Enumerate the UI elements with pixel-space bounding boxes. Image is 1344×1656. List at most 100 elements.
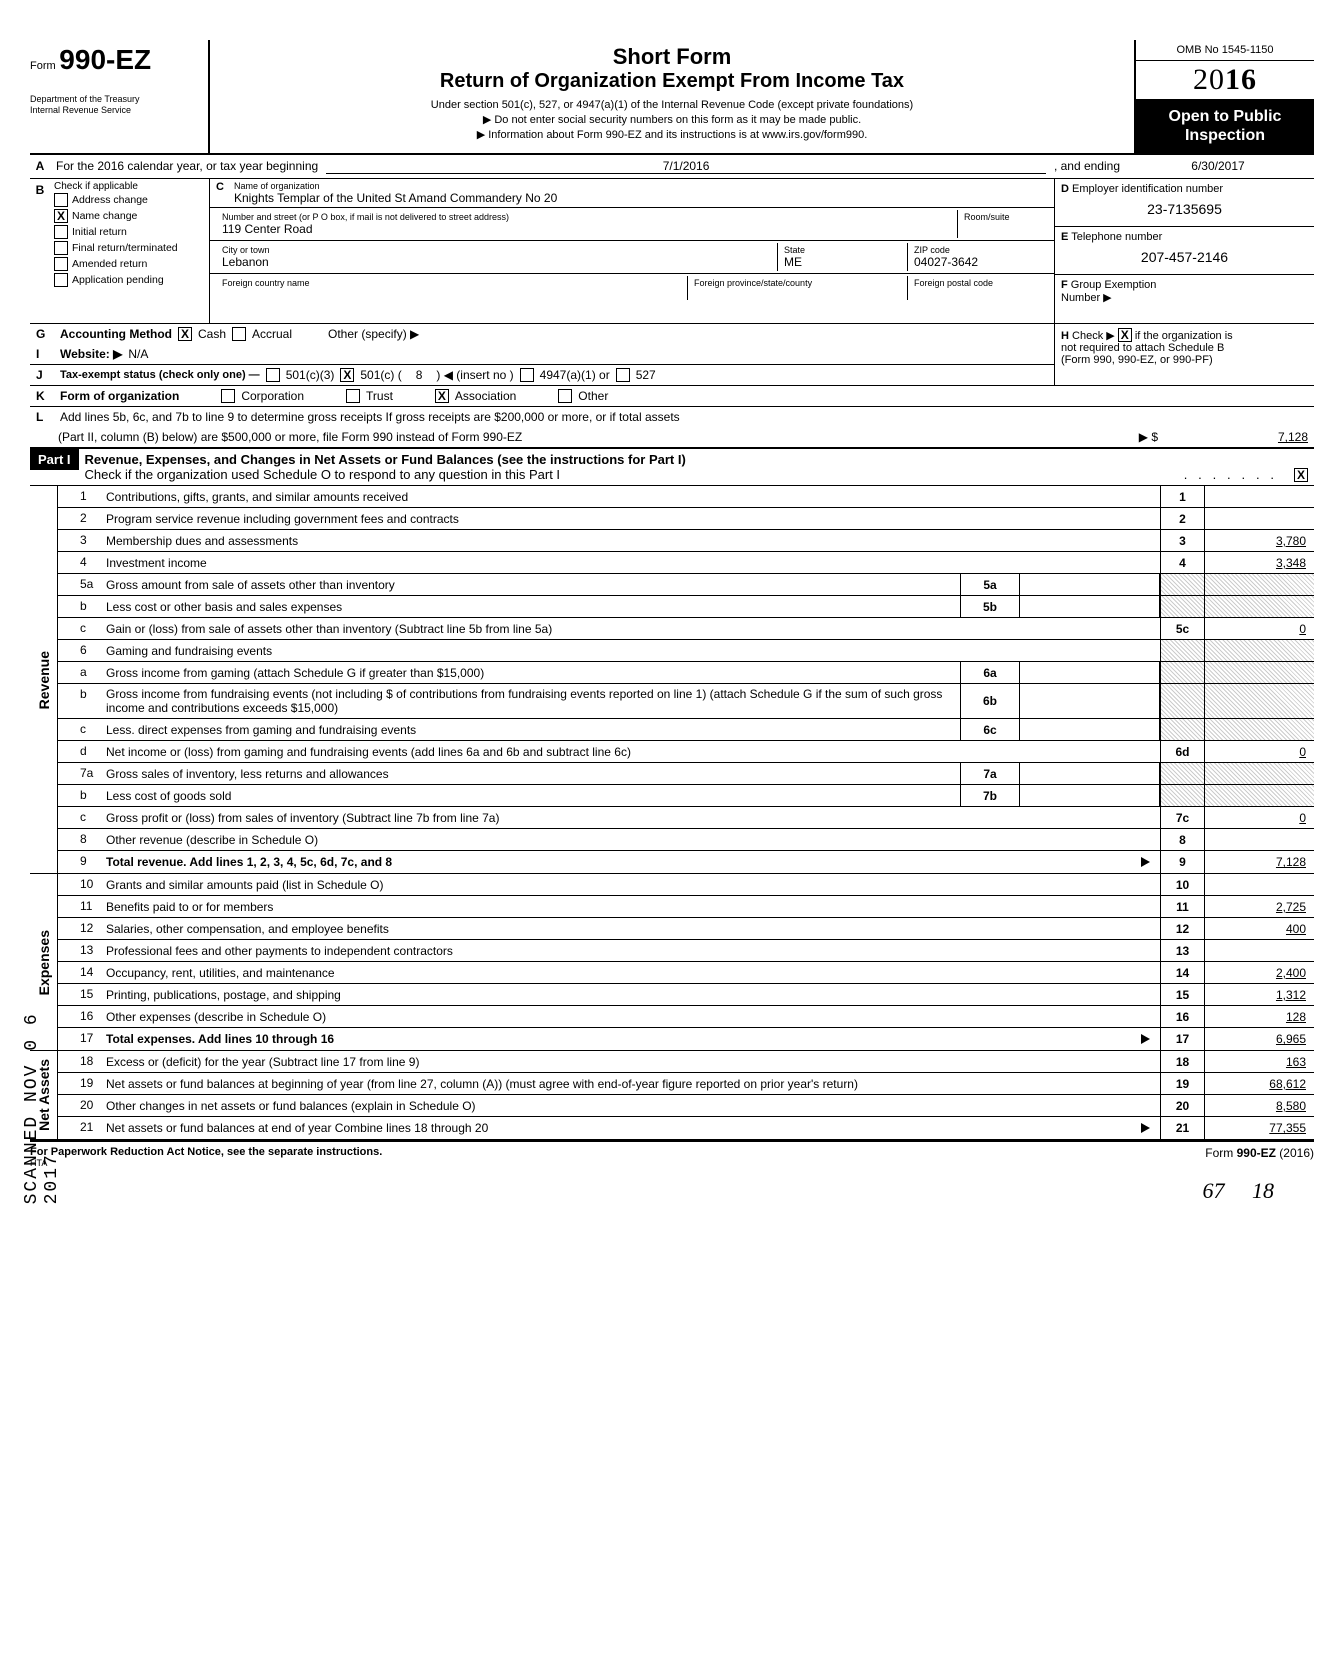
ein: 23-7135695 bbox=[1061, 195, 1308, 217]
title-return: Return of Organization Exempt From Incom… bbox=[220, 70, 1124, 93]
check-schedule-b[interactable]: X bbox=[1118, 328, 1132, 342]
expenses-label: Expenses bbox=[34, 924, 54, 1001]
501c-label: 501(c) ( bbox=[360, 368, 401, 382]
dept-irs: Internal Revenue Service bbox=[30, 105, 200, 116]
foreign-country-label: Foreign country name bbox=[222, 278, 681, 288]
group-exemption-label: Group Exemption bbox=[1071, 279, 1157, 291]
h-suffix: if the organization is bbox=[1135, 330, 1233, 342]
netassets-label: Net Assets bbox=[34, 1053, 54, 1137]
check-schedule-o[interactable]: X bbox=[1294, 468, 1308, 482]
name-label: Name of organization bbox=[234, 181, 1048, 191]
other-specify: Other (specify) ▶ bbox=[328, 327, 419, 341]
ending-label: , and ending bbox=[1054, 159, 1120, 174]
table-row: 11Benefits paid to or for members112,725 bbox=[58, 896, 1314, 918]
street-label: Number and street (or P O box, if mail i… bbox=[222, 212, 951, 222]
line-l-sym: ▶ $ bbox=[1139, 430, 1158, 444]
check-527[interactable] bbox=[616, 368, 630, 382]
other-org-label: Other bbox=[578, 389, 608, 403]
accounting-method-label: Accounting Method bbox=[60, 327, 172, 341]
city: Lebanon bbox=[222, 255, 771, 269]
table-row: cLess. direct expenses from gaming and f… bbox=[58, 719, 1314, 741]
table-row: 2Program service revenue including gover… bbox=[58, 508, 1314, 530]
page-num-1: 67 bbox=[1203, 1178, 1225, 1203]
table-row: cGain or (loss) from sale of assets othe… bbox=[58, 618, 1314, 640]
check-address-change[interactable]: Address change bbox=[54, 192, 205, 208]
ein-label: Employer identification number bbox=[1072, 183, 1223, 195]
line-l-text2: (Part II, column (B) below) are $500,000… bbox=[58, 430, 1139, 444]
check-cash[interactable]: X bbox=[178, 327, 192, 341]
table-row: cGross profit or (loss) from sales of in… bbox=[58, 807, 1314, 829]
form-header: Form 990-EZ Department of the Treasury I… bbox=[30, 40, 1314, 155]
form-number: 990-EZ bbox=[59, 44, 151, 75]
table-row: bLess cost or other basis and sales expe… bbox=[58, 596, 1314, 618]
check-other-org[interactable] bbox=[558, 389, 572, 403]
check-name-change[interactable]: XName change bbox=[54, 208, 205, 224]
revenue-label: Revenue bbox=[34, 645, 54, 715]
city-label: City or town bbox=[222, 245, 771, 255]
tax-year: 2016 bbox=[1136, 61, 1314, 99]
check-501c[interactable]: X bbox=[340, 368, 354, 382]
check-accrual[interactable] bbox=[232, 327, 246, 341]
arrow-info: Information about Form 990-EZ and its in… bbox=[488, 129, 867, 141]
table-row: 5aGross amount from sale of assets other… bbox=[58, 574, 1314, 596]
check-final-return[interactable]: Final return/terminated bbox=[54, 240, 205, 256]
h-check: Check ▶ bbox=[1072, 330, 1115, 342]
check-amended[interactable]: Amended return bbox=[54, 256, 205, 272]
check-corp[interactable] bbox=[221, 389, 235, 403]
street: 119 Center Road bbox=[222, 222, 951, 236]
subtitle: Under section 501(c), 527, or 4947(a)(1)… bbox=[220, 99, 1124, 111]
check-501c3[interactable] bbox=[266, 368, 280, 382]
open-public-1: Open to Public bbox=[1140, 107, 1310, 126]
table-row: 14Occupancy, rent, utilities, and mainte… bbox=[58, 962, 1314, 984]
letter-b: B bbox=[30, 179, 50, 323]
table-row: 16Other expenses (describe in Schedule O… bbox=[58, 1006, 1314, 1028]
tax-exempt-label: Tax-exempt status (check only one) — bbox=[60, 369, 260, 381]
form-footer: Form 990-EZ (2016) bbox=[1205, 1146, 1314, 1168]
table-row: 8Other revenue (describe in Schedule O)8 bbox=[58, 829, 1314, 851]
year-end: 6/30/2017 bbox=[1128, 159, 1308, 174]
arrow-ssn: Do not enter social security numbers on … bbox=[494, 114, 861, 126]
table-row: 1Contributions, gifts, grants, and simil… bbox=[58, 486, 1314, 508]
table-row: 13Professional fees and other payments t… bbox=[58, 940, 1314, 962]
table-row: 9Total revenue. Add lines 1, 2, 3, 4, 5c… bbox=[58, 851, 1314, 873]
table-row: dNet income or (loss) from gaming and fu… bbox=[58, 741, 1314, 763]
line-l-text1: Add lines 5b, 6c, and 7b to line 9 to de… bbox=[60, 410, 680, 424]
page-num-2: 18 bbox=[1252, 1178, 1274, 1203]
telephone: 207-457-2146 bbox=[1061, 243, 1308, 265]
table-row: 12Salaries, other compensation, and empl… bbox=[58, 918, 1314, 940]
zip: 04027-3642 bbox=[914, 255, 1042, 269]
4947-label: 4947(a)(1) or bbox=[540, 368, 610, 382]
insert-no: ) ◀ (insert no ) bbox=[436, 368, 513, 382]
paperwork-notice: For Paperwork Reduction Act Notice, see … bbox=[30, 1146, 382, 1158]
check-initial-return[interactable]: Initial return bbox=[54, 224, 205, 240]
table-row: 3Membership dues and assessments33,780 bbox=[58, 530, 1314, 552]
check-4947[interactable] bbox=[520, 368, 534, 382]
omb-number: OMB No 1545-1150 bbox=[1136, 40, 1314, 61]
h-line2: not required to attach Schedule B bbox=[1061, 342, 1308, 354]
trust-label: Trust bbox=[366, 389, 393, 403]
501c-number: 8 bbox=[408, 368, 431, 382]
form-org-label: Form of organization bbox=[60, 389, 179, 403]
title-short-form: Short Form bbox=[220, 44, 1124, 70]
table-row: 7aGross sales of inventory, less returns… bbox=[58, 763, 1314, 785]
501c3-label: 501(c)(3) bbox=[286, 368, 335, 382]
table-row: 20Other changes in net assets or fund ba… bbox=[58, 1095, 1314, 1117]
org-name: Knights Templar of the United St Amand C… bbox=[234, 191, 1048, 205]
check-assoc[interactable]: X bbox=[435, 389, 449, 403]
corp-label: Corporation bbox=[241, 389, 304, 403]
part-1-header: Part I bbox=[30, 449, 79, 470]
assoc-label: Association bbox=[455, 389, 516, 403]
zip-label: ZIP code bbox=[914, 245, 1042, 255]
table-row: aGross income from gaming (attach Schedu… bbox=[58, 662, 1314, 684]
tel-label: Telephone number bbox=[1071, 231, 1162, 243]
table-row: 19Net assets or fund balances at beginni… bbox=[58, 1073, 1314, 1095]
check-pending[interactable]: Application pending bbox=[54, 272, 205, 288]
check-if-applicable: Check if applicable bbox=[54, 181, 205, 192]
form-label: Form bbox=[30, 60, 56, 72]
table-row: 21Net assets or fund balances at end of … bbox=[58, 1117, 1314, 1139]
table-row: 10Grants and similar amounts paid (list … bbox=[58, 874, 1314, 896]
letter-a: A bbox=[30, 155, 50, 178]
open-public-2: Inspection bbox=[1140, 126, 1310, 145]
room-label: Room/suite bbox=[964, 212, 1042, 222]
check-trust[interactable] bbox=[346, 389, 360, 403]
